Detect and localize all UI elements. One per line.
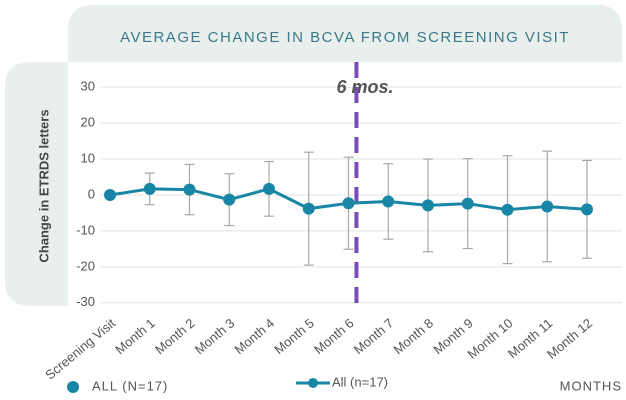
x-tick-label: Month 12 bbox=[544, 315, 595, 361]
x-tick-label: Month 2 bbox=[152, 315, 198, 357]
plot-area bbox=[68, 62, 622, 310]
marker bbox=[223, 193, 236, 206]
chart-title: AVERAGE CHANGE IN BCVA FROM SCREENING VI… bbox=[120, 29, 570, 46]
marker bbox=[104, 188, 116, 201]
annotation: 6 mos. bbox=[336, 77, 393, 97]
marker bbox=[501, 203, 514, 216]
y-tick-label: 30 bbox=[81, 79, 95, 94]
marker bbox=[342, 197, 355, 210]
x-tick-label: Month 7 bbox=[351, 315, 397, 357]
y-tick-label: 10 bbox=[81, 150, 95, 165]
y-tick-label: 20 bbox=[81, 115, 95, 130]
marker bbox=[382, 195, 395, 208]
marker bbox=[263, 182, 275, 195]
x-tick-label: Month 1 bbox=[112, 315, 158, 357]
x-tick-label: Month 5 bbox=[271, 315, 317, 357]
x-tick-label: Month 8 bbox=[391, 315, 437, 357]
x-axis-label: MONTHS bbox=[560, 378, 622, 393]
legend-label: ALL (N=17) bbox=[92, 378, 168, 393]
x-tick-label: Month 10 bbox=[464, 315, 515, 361]
legend-marker bbox=[308, 378, 318, 388]
y-tick-label: -20 bbox=[76, 258, 95, 273]
x-tick-label: Month 6 bbox=[311, 315, 357, 357]
marker bbox=[422, 199, 434, 212]
y-tick-label: -10 bbox=[76, 222, 95, 237]
x-tick-label: Month 3 bbox=[192, 315, 238, 357]
legend-dot bbox=[67, 381, 79, 393]
y-tick-label: -30 bbox=[76, 294, 95, 309]
legend-entry: All (n=17) bbox=[332, 374, 388, 389]
marker bbox=[302, 202, 315, 215]
x-tick-label: Month 4 bbox=[232, 315, 278, 357]
y-axis-label: Change in ETRDS letters bbox=[36, 109, 51, 262]
marker bbox=[461, 197, 474, 210]
marker bbox=[581, 203, 593, 216]
y-tick-label: 0 bbox=[88, 186, 95, 201]
marker bbox=[183, 183, 196, 196]
marker bbox=[143, 182, 156, 195]
marker bbox=[541, 200, 554, 213]
x-tick-label: Screening Visit bbox=[42, 315, 118, 382]
